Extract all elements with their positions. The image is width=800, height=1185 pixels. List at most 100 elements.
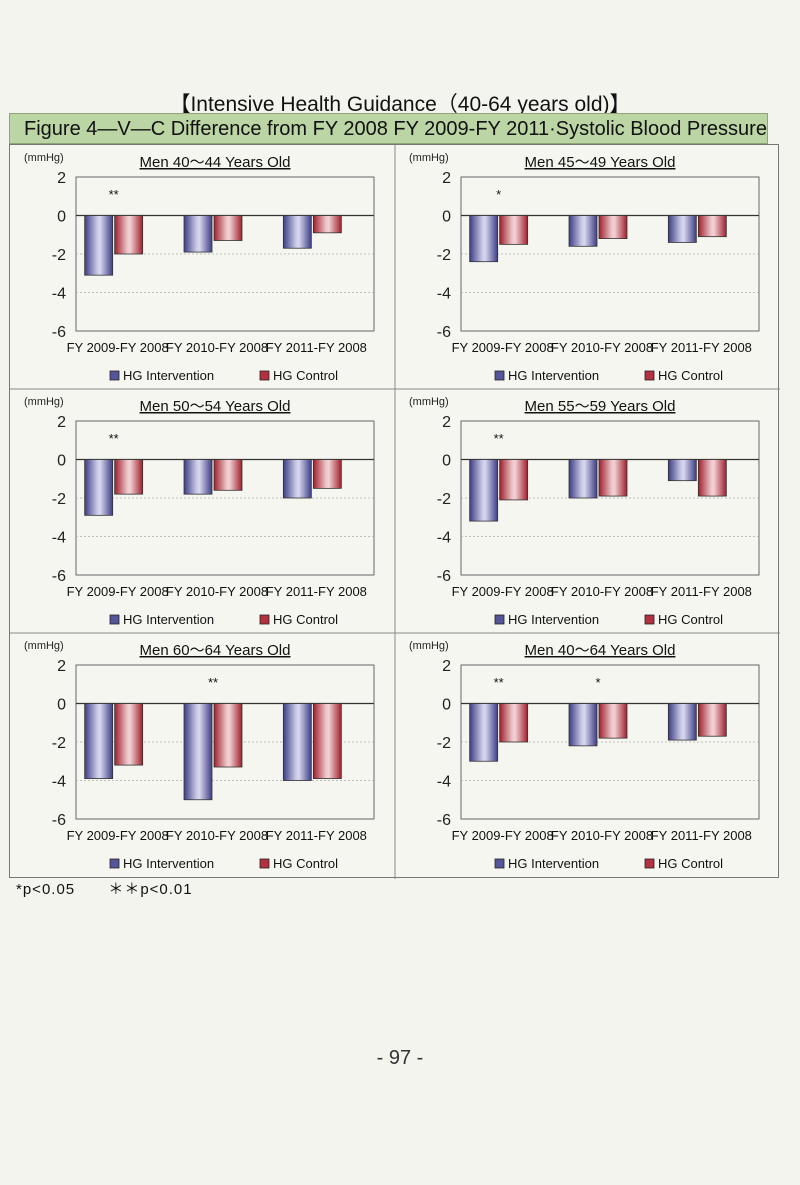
y-tick-label: -4	[52, 774, 66, 791]
legend-swatch-control	[259, 370, 270, 381]
legend-swatch-intervention	[109, 370, 120, 381]
bar-control	[114, 459, 144, 495]
legend-label-intervention: HG Intervention	[123, 368, 214, 383]
y-tick-label: -2	[52, 247, 66, 264]
legend-swatch-control	[644, 858, 655, 869]
chart-grid-frame: Men 40～44 Years Old (mmHg) 2 0 -2 -4 -6 ** FY 20…	[9, 144, 780, 879]
bar-intervention	[84, 703, 114, 779]
y-axis-label: (mmHg)	[409, 640, 449, 652]
y-tick-label: 0	[57, 453, 66, 470]
y-tick-label: 2	[442, 658, 451, 675]
chart-title: Men 55～59 Years Old	[525, 398, 676, 415]
x-tick-label: FY 2009-FY 2008	[452, 828, 554, 843]
x-tick-label: FY 2009-FY 2008	[67, 584, 169, 599]
legend-swatch-intervention	[494, 614, 505, 625]
bar-intervention	[667, 459, 697, 482]
bar-intervention	[282, 703, 312, 781]
chart-panel-2: Men 45～49 Years Old (mmHg) 2 0 -2 -4 -6 * FY 200…	[395, 145, 780, 389]
y-tick-label: -4	[52, 530, 66, 547]
y-tick-label: 0	[442, 697, 451, 714]
bar-intervention	[282, 459, 312, 499]
bar-intervention	[667, 215, 697, 243]
y-tick-label: -2	[52, 735, 66, 752]
chart-panel-1: Men 40～44 Years Old (mmHg) 2 0 -2 -4 -6 ** FY 20…	[10, 145, 395, 389]
bar-intervention	[667, 703, 697, 741]
bar-chart-3: Men 50～54 Years Old (mmHg) 2 0 -2 -4 -6 ** FY 20…	[24, 396, 375, 627]
bar-control	[697, 215, 727, 238]
legend-swatch-control	[644, 370, 655, 381]
legend-label-intervention: HG Intervention	[508, 368, 599, 383]
bar-intervention	[568, 215, 598, 247]
legend-label-control: HG Control	[658, 368, 723, 383]
chart-panel-5: Men 60～64 Years Old (mmHg) 2 0 -2 -4 -6 FY 2009…	[10, 633, 395, 877]
x-tick-label: FY 2011-FY 2008	[266, 828, 367, 843]
legend-label-control: HG Control	[658, 612, 723, 627]
significance-marker: *	[496, 187, 501, 202]
page-title: 【Intensive Health Guidance（40-64 years o…	[169, 93, 631, 116]
x-tick-label: FY 2010-FY 2008	[166, 584, 268, 599]
chart-title: Men 50～54 Years Old	[140, 398, 291, 415]
legend-label-intervention: HG Intervention	[508, 612, 599, 627]
bar-control	[598, 215, 628, 240]
bar-intervention	[469, 459, 499, 522]
significance-marker: **	[109, 431, 119, 446]
y-tick-label: -6	[437, 324, 451, 341]
bar-intervention	[469, 215, 499, 263]
x-tick-label: FY 2011-FY 2008	[266, 584, 367, 599]
significance-marker: **	[208, 675, 218, 690]
footnote-p005: *p<0.05	[16, 881, 76, 898]
bar-control	[598, 703, 628, 739]
legend-label-intervention: HG Intervention	[123, 612, 214, 627]
y-axis-label: (mmHg)	[24, 396, 64, 408]
chart-title: Men 45～49 Years Old	[525, 154, 676, 171]
bar-control	[213, 459, 243, 491]
significance-marker: **	[494, 675, 504, 690]
chart-title: Men 40～44 Years Old	[140, 154, 291, 171]
significance-marker: *	[595, 675, 600, 690]
y-tick-label: 2	[57, 658, 66, 675]
footnotes: *p<0.05 ＊＊p<0.01	[16, 878, 221, 899]
significance-marker: **	[494, 431, 504, 446]
legend-swatch-control	[259, 614, 270, 625]
y-tick-label: 2	[57, 414, 66, 431]
x-tick-label: FY 2010-FY 2008	[166, 340, 268, 355]
chart-title: Men 40～64 Years Old	[525, 642, 676, 659]
y-tick-label: -4	[437, 774, 451, 791]
bar-intervention	[84, 215, 114, 276]
y-tick-label: 2	[57, 170, 66, 187]
y-tick-label: -6	[437, 812, 451, 829]
x-tick-label: FY 2010-FY 2008	[551, 584, 653, 599]
bar-control	[312, 459, 342, 489]
bar-control	[499, 215, 529, 245]
y-tick-label: -4	[52, 286, 66, 303]
legend-swatch-intervention	[109, 614, 120, 625]
bar-control	[312, 703, 342, 779]
y-tick-label: -4	[437, 530, 451, 547]
significance-marker: **	[109, 187, 119, 202]
bar-chart-2: Men 45～49 Years Old (mmHg) 2 0 -2 -4 -6 * FY 200…	[409, 152, 760, 383]
x-tick-label: FY 2010-FY 2008	[551, 828, 653, 843]
y-tick-label: -2	[437, 735, 451, 752]
legend-swatch-intervention	[109, 858, 120, 869]
chart-panel-4: Men 55～59 Years Old (mmHg) 2 0 -2 -4 -6 ** FY 20…	[395, 389, 780, 633]
figure-title: Figure 4—V—C Difference from FY 2008 FY …	[9, 113, 768, 144]
x-tick-label: FY 2011-FY 2008	[266, 340, 367, 355]
footnote-p001: ＊＊p<0.01	[108, 881, 193, 898]
y-axis-label: (mmHg)	[24, 640, 64, 652]
y-tick-label: -6	[52, 568, 66, 585]
legend-label-control: HG Control	[273, 612, 338, 627]
bar-intervention	[568, 459, 598, 499]
legend-label-control: HG Control	[273, 368, 338, 383]
y-tick-label: 0	[57, 697, 66, 714]
bar-chart-5: Men 60～64 Years Old (mmHg) 2 0 -2 -4 -6FY 2009…	[24, 640, 375, 871]
y-tick-label: 2	[442, 170, 451, 187]
y-tick-label: -6	[52, 324, 66, 341]
y-tick-label: -2	[52, 491, 66, 508]
bar-control	[114, 703, 144, 766]
bar-intervention	[282, 215, 312, 249]
y-axis-label: (mmHg)	[409, 152, 449, 164]
x-tick-label: FY 2011-FY 2008	[651, 828, 752, 843]
x-tick-label: FY 2009-FY 2008	[452, 584, 554, 599]
y-tick-label: -2	[437, 247, 451, 264]
legend-swatch-control	[259, 858, 270, 869]
